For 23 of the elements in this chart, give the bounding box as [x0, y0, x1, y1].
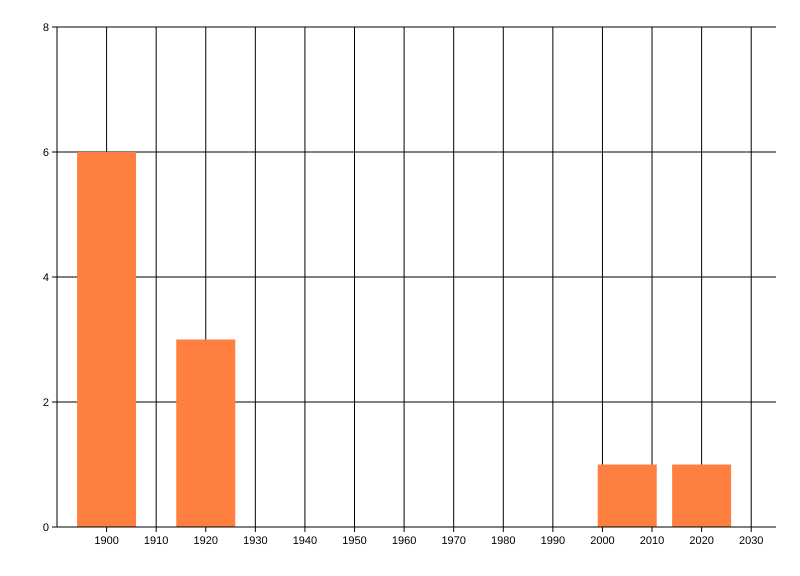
x-tick-label: 1930: [243, 535, 268, 547]
x-tick-label: 1990: [540, 535, 566, 547]
x-tick-label: 1970: [441, 535, 466, 547]
x-tick-label: 1910: [144, 535, 168, 547]
x-tick-label: 2020: [689, 535, 714, 547]
x-tick-label: 1980: [491, 535, 516, 547]
y-tick-label: 6: [42, 146, 49, 159]
y-tick-label: 8: [42, 22, 49, 34]
x-tick-label: 1950: [342, 535, 367, 547]
x-tick-label: 1900: [94, 535, 119, 547]
bar: [176, 340, 236, 527]
x-tick-label: 2000: [590, 535, 615, 547]
bar: [598, 464, 657, 527]
x-tick-label: 1960: [392, 535, 416, 547]
x-tick-label: 2010: [640, 535, 664, 547]
y-tick-label: 2: [42, 396, 49, 409]
y-tick-label: 4: [42, 272, 49, 284]
y-tick-label: 0: [42, 522, 49, 534]
x-tick-label: 1940: [292, 535, 318, 547]
bar: [672, 464, 732, 527]
bar: [77, 152, 136, 527]
x-tick-label: 2030: [738, 535, 764, 547]
x-tick-label: 1920: [194, 535, 218, 547]
